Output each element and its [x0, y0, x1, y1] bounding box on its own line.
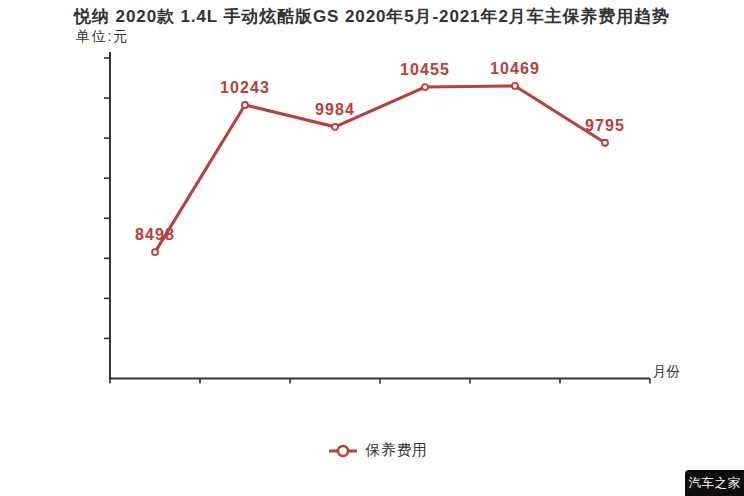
legend: 保养费用 [0, 441, 744, 460]
point-label: 8498 [115, 226, 195, 244]
point-label: 10455 [385, 61, 465, 79]
data-point-marker [152, 249, 158, 255]
legend-line-icon [328, 444, 358, 458]
data-point-marker [242, 102, 248, 108]
point-label: 9984 [295, 101, 375, 119]
data-point-marker [602, 140, 608, 146]
point-label: 10469 [475, 60, 555, 78]
chart-page: 悦纳 2020款 1.4L 手动炫酷版GS 2020年5月-2021年2月车主保… [0, 0, 744, 496]
watermark-autohome: 汽车之家 [685, 470, 744, 496]
data-point-marker [332, 124, 338, 130]
series-line-group [152, 83, 608, 255]
data-point-marker [422, 84, 428, 90]
x-axis-name: 月份 [653, 363, 680, 381]
chart-canvas [0, 0, 744, 496]
series-line [155, 86, 605, 252]
legend-label: 保养费用 [366, 441, 428, 460]
axes [104, 52, 650, 384]
point-label: 10243 [205, 79, 285, 97]
point-label: 9795 [565, 117, 645, 135]
data-point-marker [512, 83, 518, 89]
